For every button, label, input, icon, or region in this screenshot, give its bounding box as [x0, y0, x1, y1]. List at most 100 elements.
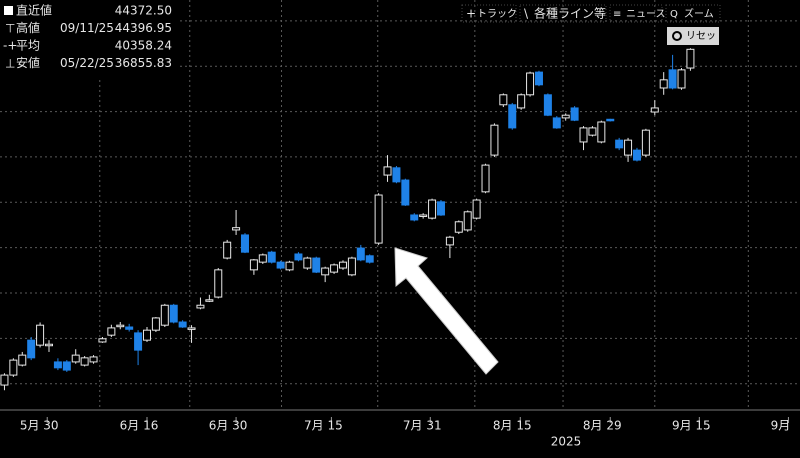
candle-body	[258, 254, 267, 263]
annotation-arrow	[394, 247, 499, 375]
candle-body	[615, 139, 624, 149]
candle-body	[374, 194, 383, 244]
candle-body	[597, 121, 606, 143]
candle-body	[125, 326, 134, 330]
candle-body	[445, 236, 454, 246]
candle-body	[53, 361, 62, 369]
x-tick-label: 8月 15	[493, 419, 532, 433]
candle-body	[641, 129, 650, 156]
candle-body	[490, 124, 499, 156]
toolbar-icon: Q	[670, 9, 678, 20]
candle-body	[570, 107, 579, 121]
candle-body	[0, 374, 9, 386]
legend-date: 09/11/25	[60, 21, 114, 35]
candle-body	[365, 255, 374, 263]
candle-body	[18, 354, 27, 366]
candle-body	[303, 257, 312, 269]
x-tick-label: 5月 30	[20, 419, 59, 433]
toolbar-label[interactable]: ズーム	[684, 7, 714, 20]
candle-body	[454, 221, 463, 233]
candle-body	[481, 164, 490, 193]
reset-button[interactable]	[667, 27, 719, 45]
candle-body	[196, 304, 205, 309]
legend-date: 05/22/25	[60, 56, 114, 70]
candle-body	[624, 139, 633, 156]
toolbar-button[interactable]	[519, 4, 607, 23]
candle-body	[294, 253, 303, 261]
candle-body	[9, 359, 18, 376]
candle-body	[561, 114, 570, 119]
candle-body	[428, 199, 437, 219]
candle-body	[36, 324, 45, 346]
toolbar-icon: ≡	[613, 9, 621, 20]
legend-icon: -+-	[3, 39, 22, 53]
candle-body	[552, 117, 561, 129]
candle-body	[463, 211, 472, 231]
candle-body	[383, 166, 392, 176]
legend-label: 高値	[16, 20, 40, 35]
toolbar-button[interactable]	[665, 4, 721, 23]
toolbar-label[interactable]: トラック	[477, 8, 517, 20]
toolbar-button[interactable]	[461, 4, 517, 23]
x-tick-label: 7月 31	[403, 419, 442, 433]
candle-body	[169, 304, 178, 323]
candle-body	[677, 69, 686, 89]
candle-body	[80, 357, 89, 366]
candle-body	[419, 214, 428, 217]
candle-body	[267, 251, 276, 263]
candle-body	[71, 354, 80, 363]
candle-body	[526, 72, 535, 96]
legend-icon	[4, 6, 13, 15]
candle-body	[134, 332, 143, 351]
legend-value: 44396.95	[115, 21, 172, 35]
candle-body	[401, 179, 410, 206]
legend-box	[0, 0, 178, 80]
legend-value: 44372.50	[115, 4, 172, 18]
x-tick-label: 6月 30	[209, 419, 248, 433]
candle-body	[356, 247, 365, 261]
candle-body	[27, 339, 36, 359]
candle-body	[62, 361, 71, 371]
candle-body	[472, 199, 481, 219]
x-tick-label: 9月	[771, 419, 791, 433]
candle-body	[410, 214, 419, 221]
candle-body	[659, 79, 668, 89]
candle-body	[543, 94, 552, 116]
candle-body	[606, 118, 615, 122]
x-tick-label: 8月 29	[583, 419, 622, 433]
candle-body	[160, 304, 169, 326]
candle-body	[44, 343, 53, 347]
candle-body	[151, 317, 160, 331]
candle-body	[240, 234, 249, 253]
toolbar-icon: \	[524, 7, 529, 21]
reset-label[interactable]: リセット	[686, 30, 726, 42]
toolbar-button[interactable]	[609, 4, 663, 23]
candle-body	[98, 338, 107, 343]
candle-body	[187, 327, 196, 330]
candle-body	[330, 264, 339, 273]
candle-body	[276, 261, 285, 269]
candle-body	[338, 261, 347, 269]
x-tick-label: 9月 15	[672, 419, 711, 433]
legend-label: 直近値	[16, 3, 52, 18]
x-tick-label: 7月 15	[304, 419, 343, 433]
candle-body	[89, 356, 98, 363]
candle-body	[508, 104, 517, 129]
candle-body	[347, 257, 356, 276]
legend-icon: ⊥	[5, 57, 15, 71]
toolbar-label[interactable]: ニュース	[626, 9, 666, 20]
candle-body	[321, 267, 330, 276]
candle-body	[436, 201, 445, 216]
candle-body	[223, 241, 232, 259]
candle-body	[392, 167, 401, 183]
candle-body	[650, 107, 659, 113]
candle-body	[632, 149, 641, 161]
candle-body	[178, 321, 187, 328]
reset-icon	[672, 31, 682, 41]
legend-value: 36855.83	[115, 56, 172, 70]
candles	[0, 48, 695, 391]
toolbar-label[interactable]: 各種ライン等	[534, 6, 606, 21]
candle-body	[588, 127, 597, 136]
candle-body	[499, 94, 508, 106]
